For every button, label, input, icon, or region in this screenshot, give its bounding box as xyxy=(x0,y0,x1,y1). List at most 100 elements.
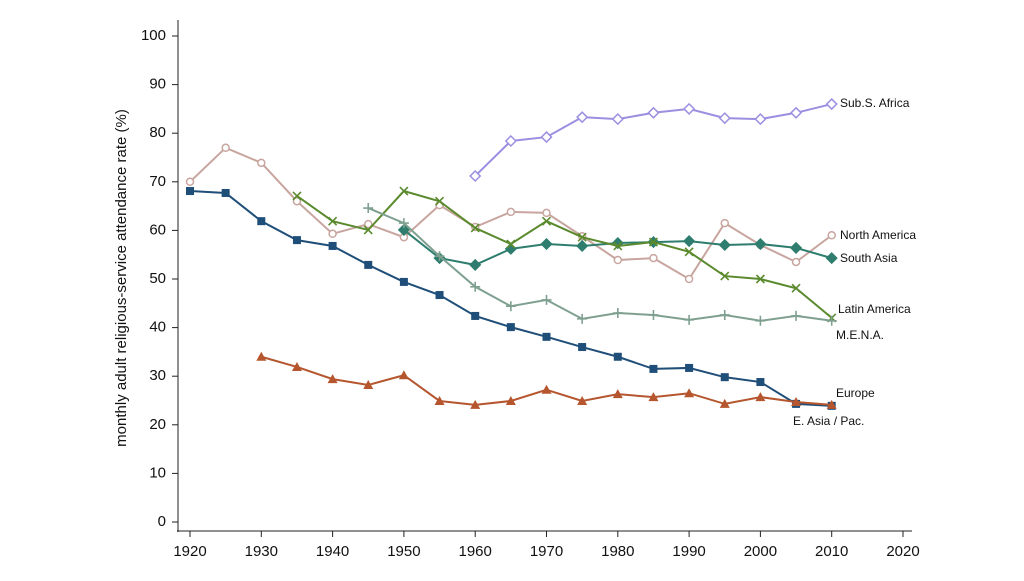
marker xyxy=(504,242,517,255)
marker xyxy=(827,231,836,240)
marker xyxy=(541,294,552,305)
marker xyxy=(613,255,623,265)
marker xyxy=(399,186,409,196)
marker xyxy=(292,191,302,201)
marker xyxy=(257,158,266,168)
marker xyxy=(541,216,552,226)
marker xyxy=(576,111,589,124)
x-tick-label: 2000 xyxy=(744,543,777,560)
marker xyxy=(648,392,659,402)
marker xyxy=(789,241,803,254)
marker xyxy=(791,310,802,321)
x-tick-label: 1950 xyxy=(387,543,420,560)
marker xyxy=(825,97,838,111)
marker xyxy=(364,219,373,229)
marker xyxy=(649,253,658,263)
marker xyxy=(683,235,696,248)
marker xyxy=(364,260,373,269)
y-tick-label: 70 xyxy=(149,173,166,190)
marker xyxy=(648,309,659,320)
marker xyxy=(398,370,409,380)
series-line xyxy=(296,189,833,319)
marker xyxy=(470,399,481,409)
marker xyxy=(613,241,623,251)
marker xyxy=(612,389,623,399)
marker xyxy=(469,169,482,183)
marker xyxy=(754,237,767,251)
marker xyxy=(719,309,730,320)
marker xyxy=(399,277,408,286)
marker xyxy=(720,218,729,228)
x-tick-label: 2020 xyxy=(886,543,919,560)
marker xyxy=(685,363,694,372)
y-tick-label: 40 xyxy=(149,319,166,336)
y-tick-label: 60 xyxy=(149,221,166,238)
marker xyxy=(505,395,516,405)
marker xyxy=(328,229,337,239)
marker xyxy=(469,258,482,271)
marker xyxy=(542,208,551,218)
marker xyxy=(221,143,230,153)
x-tick-label: 1960 xyxy=(459,543,492,560)
marker xyxy=(292,236,301,245)
marker xyxy=(720,271,730,281)
y-tick-label: 90 xyxy=(149,76,166,93)
marker xyxy=(684,388,695,398)
marker xyxy=(541,384,552,394)
marker xyxy=(718,112,731,125)
y-axis-label: monthly adult religious-service attendan… xyxy=(113,109,130,447)
marker xyxy=(470,223,480,233)
marker xyxy=(542,332,551,341)
marker xyxy=(791,257,801,267)
marker xyxy=(578,343,587,352)
series-label: Latin America xyxy=(838,302,911,316)
marker xyxy=(185,177,195,187)
y-tick-label: 80 xyxy=(149,124,166,141)
x-tick-label: 2010 xyxy=(815,543,848,560)
marker xyxy=(328,216,338,226)
marker xyxy=(504,134,517,148)
y-tick-label: 20 xyxy=(149,416,166,433)
marker xyxy=(826,399,837,409)
marker xyxy=(791,396,802,406)
series-label: South Asia xyxy=(840,251,898,265)
marker xyxy=(471,311,480,320)
x-tick-label: 1980 xyxy=(601,543,634,560)
marker xyxy=(470,281,481,292)
marker xyxy=(506,207,516,217)
series-label: Europe xyxy=(836,386,875,400)
y-tick-label: 0 xyxy=(158,513,166,530)
series-label: M.E.N.A. xyxy=(836,328,884,342)
marker xyxy=(434,196,445,206)
marker xyxy=(292,196,302,206)
marker xyxy=(186,187,194,196)
marker xyxy=(291,361,302,371)
marker xyxy=(328,241,337,250)
y-tick-label: 10 xyxy=(149,464,166,481)
marker xyxy=(256,351,267,361)
marker xyxy=(612,308,623,319)
marker xyxy=(755,315,766,326)
marker xyxy=(754,113,767,126)
marker xyxy=(649,364,658,373)
series-line xyxy=(367,207,832,322)
marker xyxy=(363,203,374,214)
marker xyxy=(756,378,765,387)
marker xyxy=(791,283,801,293)
x-tick-label: 1920 xyxy=(173,543,206,560)
marker xyxy=(257,217,266,226)
marker xyxy=(221,188,230,197)
marker xyxy=(718,238,731,252)
series-label: North America xyxy=(840,228,916,242)
marker xyxy=(576,239,589,253)
marker xyxy=(435,291,444,300)
marker xyxy=(719,398,730,408)
marker xyxy=(648,237,659,247)
marker xyxy=(577,313,588,324)
marker xyxy=(683,102,696,115)
series-label: E. Asia / Pac. xyxy=(793,414,864,428)
series-label: Sub.S. Africa xyxy=(840,96,910,110)
y-tick-label: 50 xyxy=(149,270,166,287)
